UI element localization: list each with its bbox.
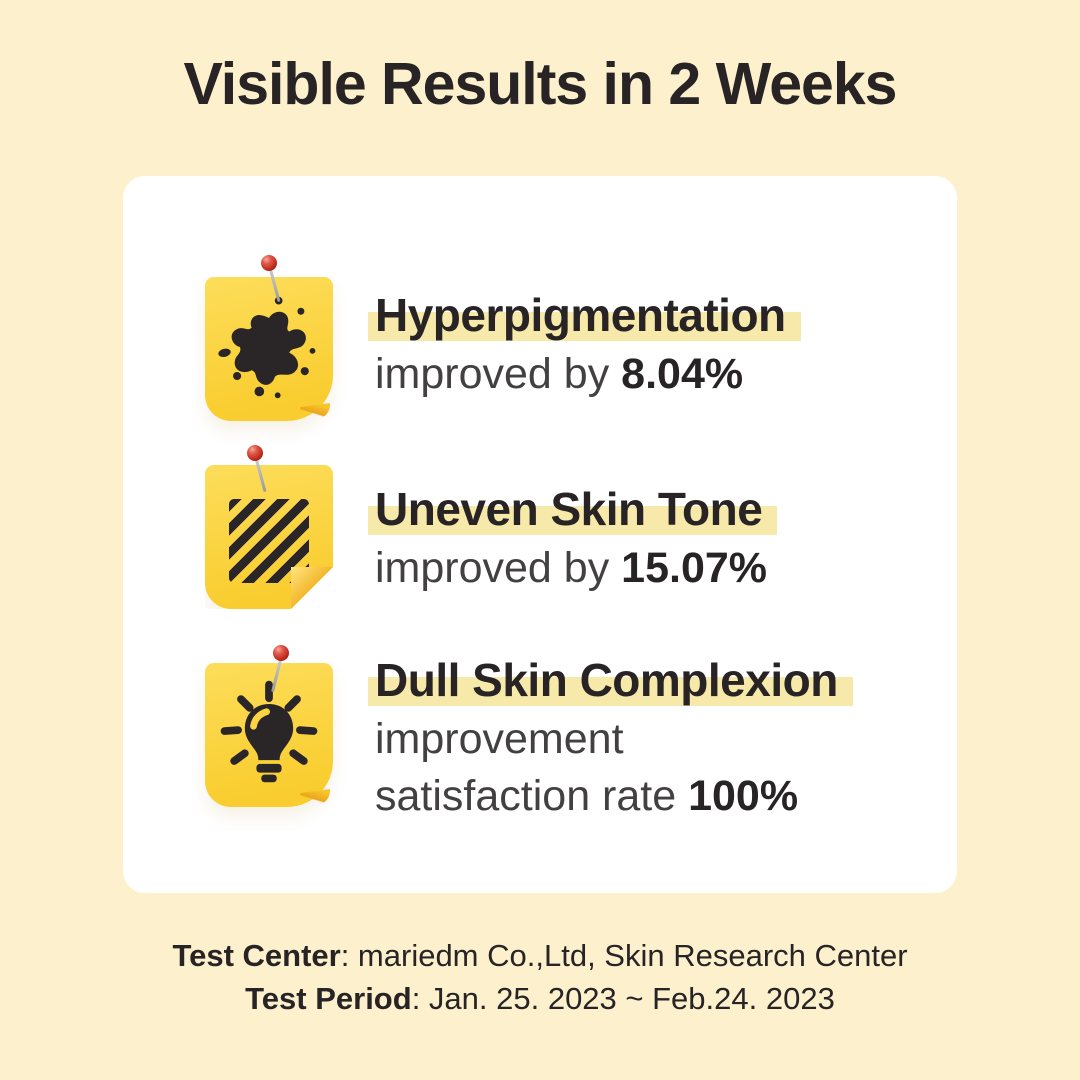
pin-needle <box>268 265 281 303</box>
detail-value: 8.04% <box>621 350 744 398</box>
push-pin-icon <box>261 645 305 709</box>
test-center-line: Test Center: mariedm Co.,Ltd, Skin Resea… <box>0 934 1080 977</box>
results-card: Hyperpigmentation improved by 8.04% Unev… <box>123 176 957 893</box>
sticky-note-paper <box>205 277 333 421</box>
sticky-note-uneven-skin-tone <box>205 445 333 615</box>
test-center-value: : mariedm Co.,Ltd, Skin Research Center <box>340 938 908 973</box>
push-pin-icon <box>249 255 293 319</box>
pin-ball <box>247 445 263 461</box>
result-detail-line2: satisfaction rate 100% <box>375 770 853 822</box>
result-detail-line1: improvement <box>375 713 853 765</box>
detail-prefix: improved by <box>375 544 622 592</box>
result-title: Uneven Skin Tone <box>368 482 778 537</box>
test-period-value: : Jan. 25. 2023 ~ Feb.24. 2023 <box>411 981 835 1016</box>
pin-needle <box>254 455 267 493</box>
result-title: Dull Skin Complexion <box>368 653 853 708</box>
detail-text: improvement <box>375 715 624 763</box>
ink-splat-icon <box>218 296 316 399</box>
page-title: Visible Results in 2 Weeks <box>183 51 898 117</box>
detail-value: 100% <box>688 772 799 820</box>
result-detail: improved by 15.07% <box>375 542 777 594</box>
result-item-uneven-skin-tone: Uneven Skin Tone improved by 15.07% <box>368 482 778 594</box>
highlighted-text: Uneven Skin Tone <box>368 483 778 535</box>
pin-needle <box>271 655 283 693</box>
highlighted-text: Hyperpigmentation <box>368 289 801 341</box>
sticky-note-paper <box>205 663 333 807</box>
sticky-note-dull-skin <box>205 645 333 813</box>
pin-ball <box>273 645 289 661</box>
footer: Test Center: mariedm Co.,Ltd, Skin Resea… <box>0 934 1080 1020</box>
detail-value: 15.07% <box>621 544 768 592</box>
test-period-label: Test Period <box>245 981 412 1016</box>
result-item-hyperpigmentation: Hyperpigmentation improved by 8.04% <box>368 288 801 400</box>
highlighted-text: Dull Skin Complexion <box>368 654 853 706</box>
test-period-line: Test Period: Jan. 25. 2023 ~ Feb.24. 202… <box>0 977 1080 1020</box>
result-item-dull-skin: Dull Skin Complexion improvement satisfa… <box>368 653 853 822</box>
result-title: Hyperpigmentation <box>368 288 801 343</box>
detail-prefix: improved by <box>375 350 622 398</box>
push-pin-icon <box>235 445 279 509</box>
detail-prefix: satisfaction rate <box>375 772 689 820</box>
result-detail: improved by 8.04% <box>375 348 801 400</box>
sticky-note-paper <box>205 465 333 609</box>
pin-ball <box>261 255 277 271</box>
sticky-note-hyperpigmentation <box>205 255 333 427</box>
test-center-label: Test Center <box>172 938 341 973</box>
lightbulb-icon <box>220 680 318 783</box>
diagonal-stripes-icon <box>229 499 309 583</box>
